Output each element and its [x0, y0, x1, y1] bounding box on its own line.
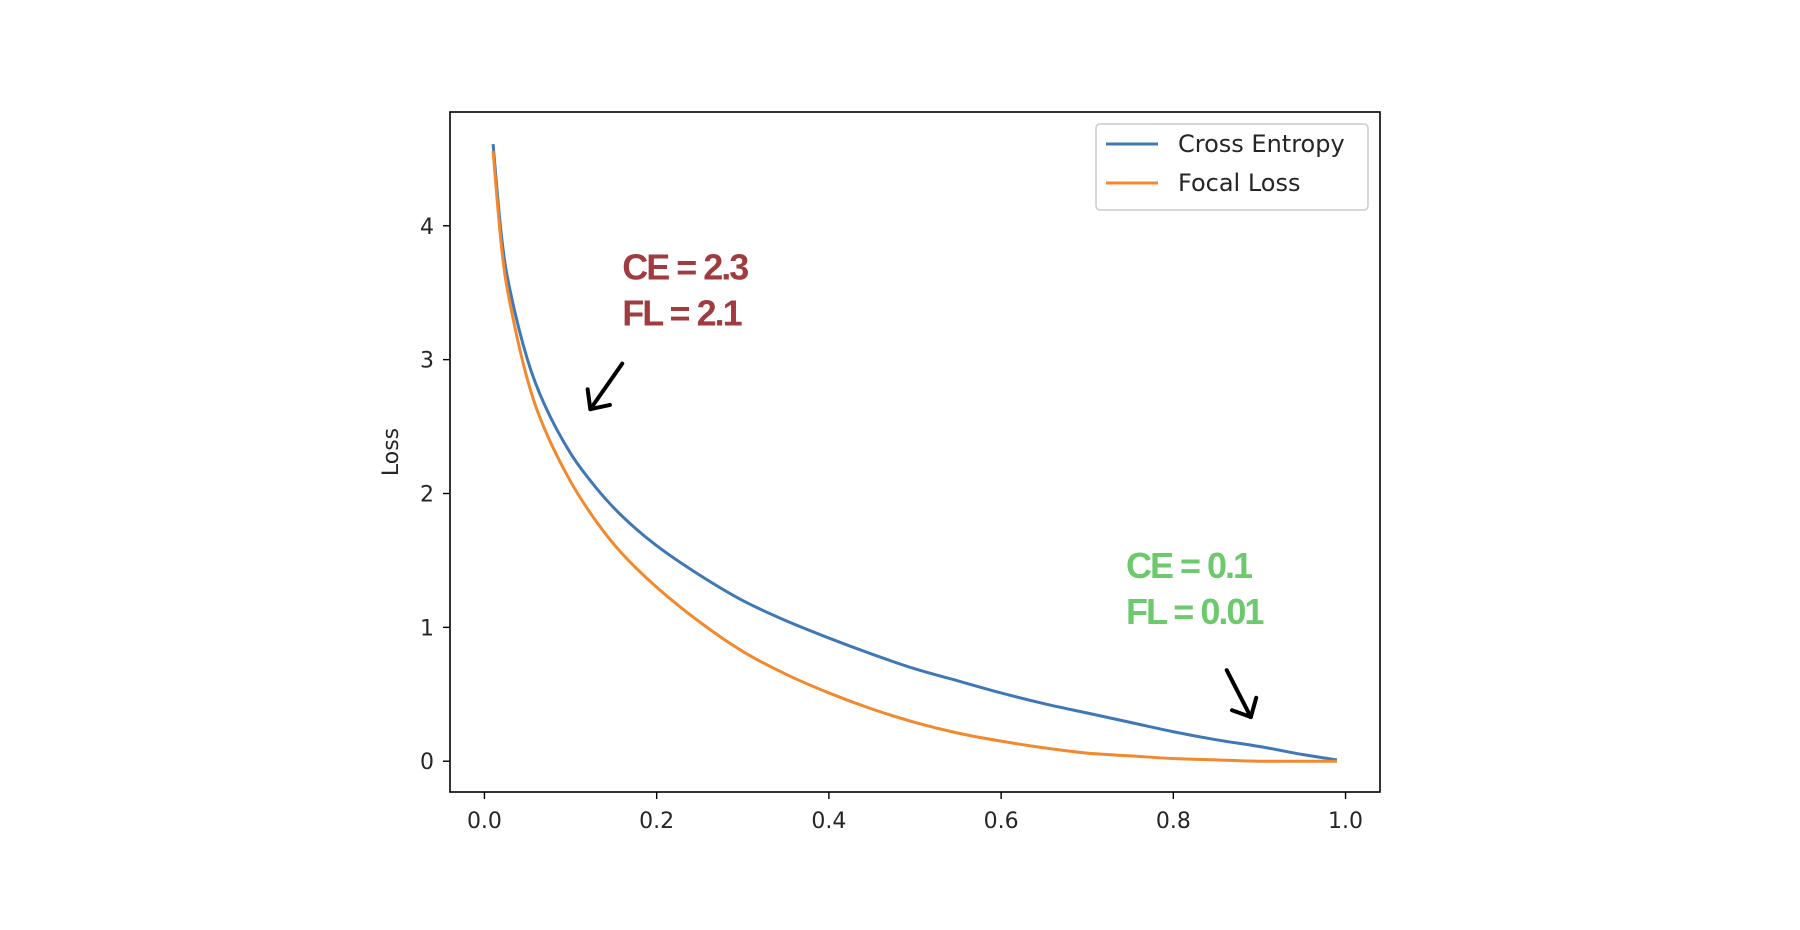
y-tick-label: 1 — [420, 616, 434, 641]
y-tick-label: 4 — [420, 215, 434, 240]
y-axis: 0 1 2 3 4 — [420, 215, 450, 775]
y-tick-label: 2 — [420, 482, 434, 507]
plot-area — [450, 112, 1380, 792]
annotation-arrow-head — [585, 387, 612, 412]
annotation-text: FL = 2.1 — [622, 292, 742, 333]
y-tick-label: 0 — [420, 750, 434, 775]
annotation-arrow-head — [1230, 695, 1259, 720]
x-tick-label: 0.6 — [984, 809, 1019, 834]
x-tick-label: 0.0 — [467, 809, 502, 834]
plot-frame — [449, 111, 1381, 793]
y-axis-label: Loss — [379, 428, 404, 476]
legend-label: Focal Loss — [1178, 169, 1300, 197]
annotation-arrow-shaft — [1224, 668, 1253, 720]
series-layer — [491, 143, 1338, 763]
x-tick-label: 0.8 — [1156, 809, 1191, 834]
annotation-text: CE = 2.3 — [622, 246, 748, 287]
x-tick-label: 0.2 — [639, 809, 674, 834]
annotation-text: CE = 0.1 — [1126, 545, 1253, 586]
annotation-arrow-shaft — [588, 361, 625, 412]
annotation-text: FL = 0.01 — [1126, 591, 1264, 632]
x-tick-label: 1.0 — [1328, 809, 1363, 834]
series-line-focal-loss — [491, 150, 1337, 763]
legend-label: Cross Entropy — [1178, 130, 1345, 158]
annotations: CE = 2.3 FL = 2.1 CE = 0.1 FL = 0.01 — [585, 246, 1266, 720]
legend-box — [1095, 123, 1369, 211]
series-line-cross-entropy — [491, 143, 1338, 762]
x-axis: 0.0 0.2 0.4 0.6 0.8 1.0 — [467, 792, 1363, 834]
y-tick-label: 3 — [420, 349, 434, 374]
legend: Cross Entropy Focal Loss — [1095, 123, 1369, 211]
x-tick-label: 0.4 — [811, 809, 846, 834]
